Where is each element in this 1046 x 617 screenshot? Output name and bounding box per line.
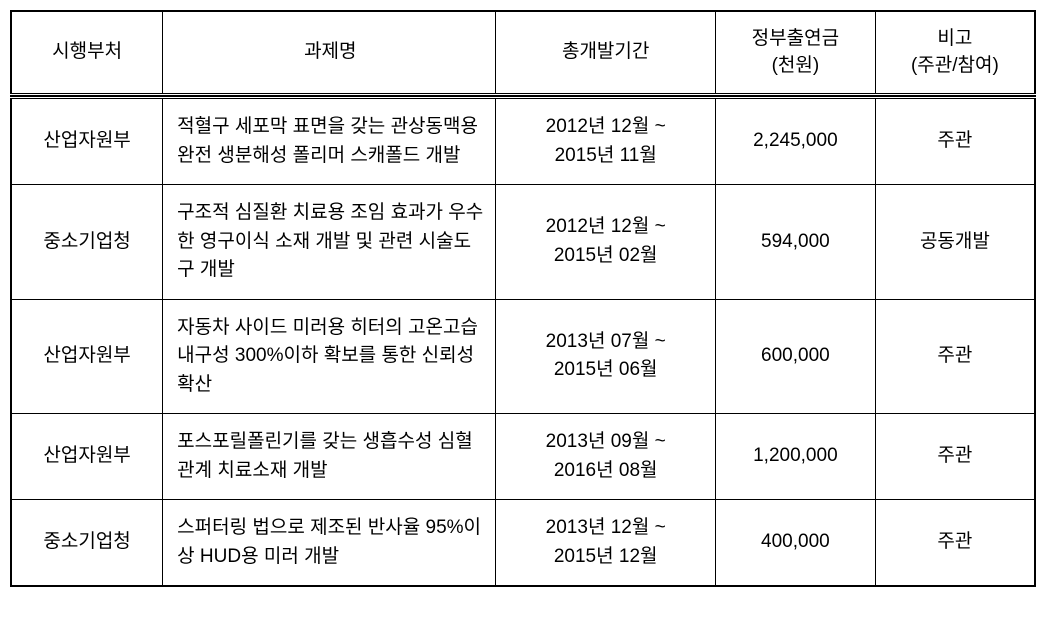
period-line1: 2012년 12월 ~ [546,216,666,237]
period-line1: 2012년 12월 ~ [546,116,666,137]
table-container: 시행부처 과제명 총개발기간 정부출연금 (천원) 비고 (주관/참여) 산업자… [10,10,1036,587]
cell-period: 2013년 12월 ~ 2015년 12월 [496,500,716,587]
table-header: 시행부처 과제명 총개발기간 정부출연금 (천원) 비고 (주관/참여) [11,11,1035,98]
header-agency: 시행부처 [11,11,163,95]
table-row: 산업자원부 포스포릴폴린기를 갖는 생흡수성 심혈관계 치료소재 개발 2013… [11,414,1035,500]
header-remark-line2: (주관/참여) [911,55,999,76]
cell-project: 적혈구 세포막 표면을 갖는 관상동맥용 완전 생분해성 폴리머 스캐폴드 개발 [163,98,496,185]
header-row: 시행부처 과제명 총개발기간 정부출연금 (천원) 비고 (주관/참여) [11,11,1035,95]
header-project: 과제명 [163,11,496,95]
header-fund: 정부출연금 (천원) [715,11,875,95]
cell-project: 자동차 사이드 미러용 히터의 고온고습 내구성 300%이하 확보를 통한 신… [163,299,496,414]
period-line2: 2015년 02월 [554,245,658,266]
cell-project: 구조적 심질환 치료용 조임 효과가 우수한 영구이식 소재 개발 및 관련 시… [163,185,496,300]
table-row: 산업자원부 적혈구 세포막 표면을 갖는 관상동맥용 완전 생분해성 폴리머 스… [11,98,1035,185]
cell-agency: 산업자원부 [11,98,163,185]
cell-fund: 400,000 [715,500,875,587]
cell-agency: 중소기업청 [11,185,163,300]
header-period: 총개발기간 [496,11,716,95]
cell-remark: 주관 [875,98,1035,185]
cell-period: 2013년 09월 ~ 2016년 08월 [496,414,716,500]
research-projects-table: 시행부처 과제명 총개발기간 정부출연금 (천원) 비고 (주관/참여) 산업자… [10,10,1036,587]
cell-remark: 주관 [875,299,1035,414]
period-line2: 2015년 11월 [555,145,657,166]
header-fund-line1: 정부출연금 [752,28,839,49]
cell-remark: 공동개발 [875,185,1035,300]
period-line1: 2013년 12월 ~ [546,517,666,538]
cell-fund: 600,000 [715,299,875,414]
period-line1: 2013년 09월 ~ [546,431,666,452]
table-body: 산업자원부 적혈구 세포막 표면을 갖는 관상동맥용 완전 생분해성 폴리머 스… [11,98,1035,587]
table-row: 산업자원부 자동차 사이드 미러용 히터의 고온고습 내구성 300%이하 확보… [11,299,1035,414]
cell-remark: 주관 [875,414,1035,500]
table-row: 중소기업청 스퍼터링 법으로 제조된 반사율 95%이상 HUD용 미러 개발 … [11,500,1035,587]
cell-project: 스퍼터링 법으로 제조된 반사율 95%이상 HUD용 미러 개발 [163,500,496,587]
cell-fund: 594,000 [715,185,875,300]
cell-period: 2013년 07월 ~ 2015년 06월 [496,299,716,414]
period-line2: 2015년 12월 [554,546,658,567]
period-line2: 2016년 08월 [554,460,658,481]
cell-fund: 1,200,000 [715,414,875,500]
cell-period: 2012년 12월 ~ 2015년 02월 [496,185,716,300]
header-fund-line2: (천원) [772,55,820,76]
period-line1: 2013년 07월 ~ [546,331,666,352]
cell-remark: 주관 [875,500,1035,587]
period-line2: 2015년 06월 [554,359,658,380]
cell-fund: 2,245,000 [715,98,875,185]
cell-agency: 산업자원부 [11,299,163,414]
cell-period: 2012년 12월 ~ 2015년 11월 [496,98,716,185]
cell-project: 포스포릴폴린기를 갖는 생흡수성 심혈관계 치료소재 개발 [163,414,496,500]
header-remark-line1: 비고 [937,28,972,49]
table-row: 중소기업청 구조적 심질환 치료용 조임 효과가 우수한 영구이식 소재 개발 … [11,185,1035,300]
cell-agency: 산업자원부 [11,414,163,500]
header-remark: 비고 (주관/참여) [875,11,1035,95]
cell-agency: 중소기업청 [11,500,163,587]
